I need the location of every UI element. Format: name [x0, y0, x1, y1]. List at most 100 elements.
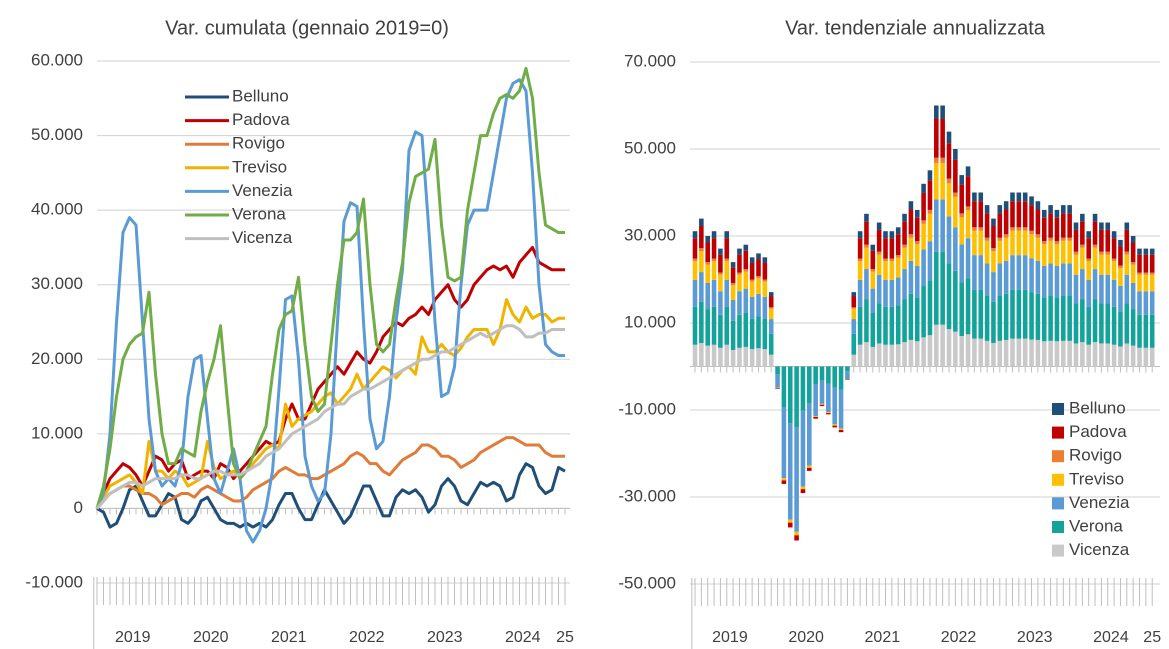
bar-segment: [1035, 201, 1041, 210]
bar-segment: [832, 366, 837, 388]
bar-segment: [1086, 279, 1091, 307]
bar-segment: [826, 412, 831, 414]
bar-segment: [927, 213, 933, 242]
bar-segment: [978, 338, 984, 367]
bar-segment: [889, 279, 895, 307]
bar-segment: [1130, 309, 1136, 346]
bar-segment: [1143, 274, 1149, 292]
bar-segment: [927, 241, 933, 281]
bar-segment: [870, 250, 876, 270]
bar-segment: [940, 118, 945, 158]
bar-segment: [997, 237, 1003, 241]
bar-segment: [1080, 221, 1085, 245]
bar-segment: [1016, 227, 1022, 231]
bar-segment: [997, 340, 1003, 367]
legend-label: Vicenza: [1069, 540, 1130, 559]
bar-segment: [921, 183, 926, 193]
bar-segment: [1149, 347, 1155, 367]
bar-segment: [1061, 205, 1066, 214]
bar-segment: [743, 312, 749, 347]
bar-segment: [1022, 192, 1028, 202]
bar-segment: [1054, 341, 1060, 367]
bar-segment: [978, 201, 984, 228]
bar-segment: [940, 162, 945, 200]
bar-segment: [1080, 247, 1085, 270]
legend-label: Padova: [232, 110, 290, 129]
y-tick-label: 10.000: [624, 312, 676, 331]
bar-segment: [895, 234, 901, 256]
bar-segment: [997, 263, 1003, 296]
bar-segment: [864, 342, 869, 367]
bar-segment: [1137, 274, 1142, 292]
bar-segment: [927, 335, 933, 367]
bar-segment: [699, 343, 704, 367]
bar-segment: [857, 258, 863, 262]
bar-segment: [718, 347, 723, 367]
bar-segment: [965, 278, 971, 335]
bar-segment: [1041, 217, 1047, 242]
bar-segment: [1149, 272, 1155, 275]
bar-segment: [908, 209, 914, 235]
bar-segment: [705, 309, 710, 346]
bar-segment: [737, 272, 742, 275]
bar-segment: [762, 296, 768, 319]
bar-segment: [991, 218, 996, 226]
bar-segment: [787, 366, 793, 424]
bar-segment: [1010, 192, 1015, 202]
bar-segment: [737, 291, 742, 315]
bar-segment: [749, 279, 755, 282]
bar-segment: [756, 293, 761, 317]
bar-segment: [692, 238, 698, 259]
bar-segment: [1130, 262, 1136, 265]
bar-segment: [743, 346, 749, 367]
bar-segment: [902, 299, 907, 343]
x-year-label: 2021: [865, 629, 901, 646]
bar-segment: [1003, 339, 1009, 367]
y-tick-label: 70.000: [624, 51, 676, 70]
bar-segment: [768, 307, 774, 309]
bar-segment: [991, 248, 996, 252]
bar-segment: [737, 248, 742, 255]
bar-segment: [1041, 241, 1047, 245]
bar-segment: [914, 297, 920, 342]
bar-segment: [1016, 230, 1022, 256]
bar-segment: [724, 279, 730, 307]
bar-segment: [819, 404, 825, 407]
bar-segment: [953, 270, 958, 332]
bar-segment: [1118, 346, 1123, 367]
bar-segment: [794, 531, 799, 536]
bar-segment: [883, 344, 888, 367]
bar-segment: [1092, 247, 1098, 270]
bar-segment: [1086, 238, 1091, 259]
bar-segment: [838, 430, 844, 433]
bar-segment: [870, 269, 876, 272]
y-tick-label: 10.000: [31, 423, 83, 442]
bar-segment: [940, 324, 945, 367]
bar-segment: [908, 293, 914, 340]
bar-segment: [699, 248, 704, 252]
bar-segment: [857, 279, 863, 307]
bar-segment: [984, 240, 990, 264]
bar-segment: [1048, 295, 1053, 341]
bar-segment: [711, 279, 717, 307]
bar-segment: [711, 258, 717, 262]
bar-segment: [953, 227, 958, 271]
bar-segment: [921, 220, 926, 224]
bar-segment: [965, 206, 971, 211]
legend-swatch: [1052, 426, 1064, 439]
bar-segment: [1118, 246, 1123, 266]
legend-swatch: [1052, 450, 1064, 463]
bar-segment: [984, 237, 990, 241]
bar-segment: [876, 343, 882, 367]
bar-segment: [756, 276, 761, 279]
y-tick-label: 50.000: [31, 125, 83, 144]
bar-segment: [991, 343, 996, 367]
bar-segment: [1029, 196, 1034, 206]
bar-segment: [699, 251, 704, 273]
bar-segment: [851, 292, 857, 297]
bar-segment: [781, 407, 787, 479]
bar-segment: [813, 366, 818, 385]
bar-segment: [876, 222, 882, 230]
bar-segment: [730, 267, 736, 283]
bar-segment: [1080, 244, 1085, 248]
